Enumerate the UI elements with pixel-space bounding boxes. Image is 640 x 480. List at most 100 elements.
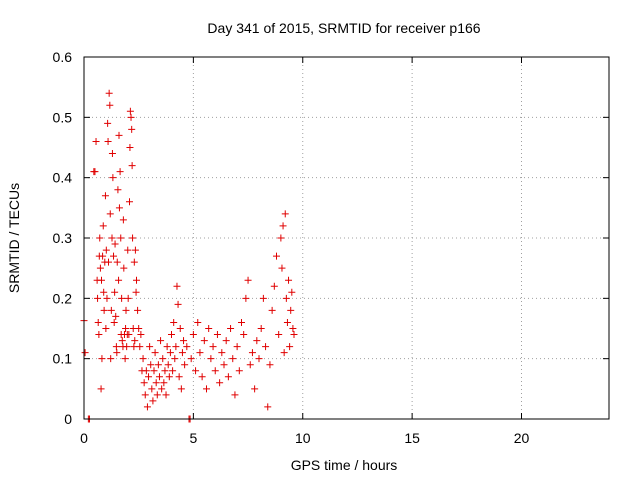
data-point xyxy=(150,367,158,375)
data-point xyxy=(104,137,112,145)
data-point xyxy=(111,288,119,296)
data-point xyxy=(122,306,130,314)
data-point xyxy=(264,403,272,411)
data-point xyxy=(203,385,210,393)
data-point xyxy=(96,234,104,242)
data-point xyxy=(155,373,163,381)
data-point xyxy=(164,361,172,369)
data-point xyxy=(244,276,252,284)
data-point xyxy=(157,337,165,345)
data-point xyxy=(108,150,116,158)
data-point xyxy=(268,306,276,314)
data-point xyxy=(133,276,140,284)
data-point xyxy=(248,349,256,357)
data-point xyxy=(173,282,181,290)
data-point xyxy=(140,379,148,387)
data-point xyxy=(165,373,173,381)
data-point xyxy=(281,210,289,218)
data-point xyxy=(162,391,170,399)
data-point xyxy=(149,397,157,405)
data-point xyxy=(169,367,177,375)
data-point xyxy=(251,385,259,393)
data-point xyxy=(211,367,219,375)
data-point xyxy=(118,337,126,345)
data-point xyxy=(289,325,297,332)
data-point xyxy=(205,325,213,332)
data-point xyxy=(175,373,183,381)
data-point xyxy=(285,276,293,284)
chart-title: Day 341 of 2015, SRMTID for receiver p16… xyxy=(207,20,480,36)
x-tick-label: 0 xyxy=(80,430,88,446)
data-point xyxy=(105,258,112,266)
data-point xyxy=(273,252,280,260)
data-point xyxy=(131,337,139,345)
data-point xyxy=(113,258,121,266)
data-point xyxy=(110,252,118,260)
data-point xyxy=(100,306,108,314)
data-point xyxy=(163,343,171,351)
y-axis-label: SRMTID / TECUs xyxy=(6,183,22,293)
data-point xyxy=(287,306,295,314)
data-point xyxy=(275,331,283,339)
data-point xyxy=(143,403,151,411)
data-point xyxy=(117,234,125,242)
data-point xyxy=(128,162,136,170)
data-point xyxy=(111,240,119,248)
data-point xyxy=(112,312,120,320)
data-point xyxy=(130,258,138,266)
data-point xyxy=(240,331,248,339)
data-point xyxy=(151,349,159,357)
data-point xyxy=(192,367,200,375)
data-point xyxy=(115,204,123,212)
data-point xyxy=(118,294,126,302)
data-point xyxy=(105,89,113,97)
data-point xyxy=(115,276,123,284)
data-point xyxy=(97,385,105,393)
plot-frame xyxy=(83,56,610,420)
data-point xyxy=(172,343,180,351)
data-point xyxy=(288,288,296,296)
data-point xyxy=(277,234,285,242)
data-point xyxy=(134,306,142,314)
data-point xyxy=(126,107,134,115)
data-point xyxy=(107,355,115,363)
data-point xyxy=(100,288,108,296)
data-point xyxy=(113,349,121,357)
data-point xyxy=(103,294,111,302)
data-point xyxy=(255,355,263,363)
data-point xyxy=(266,361,274,369)
data-point xyxy=(246,361,254,369)
data-point xyxy=(286,343,294,351)
data-point xyxy=(168,331,175,339)
data-point xyxy=(129,234,137,242)
x-tick-label: 20 xyxy=(514,430,530,446)
data-point xyxy=(259,294,267,302)
data-point xyxy=(152,379,160,387)
data-point xyxy=(283,318,291,326)
data-point xyxy=(170,318,178,326)
data-point xyxy=(209,343,217,351)
data-point xyxy=(218,349,226,357)
data-point xyxy=(102,246,110,254)
x-tick-label: 15 xyxy=(404,430,420,446)
data-point xyxy=(94,318,102,326)
data-point xyxy=(253,337,261,345)
data-point xyxy=(194,318,202,326)
data-point xyxy=(112,343,120,351)
data-point xyxy=(116,168,124,176)
data-point xyxy=(135,325,143,332)
data-point xyxy=(115,131,123,139)
data-point xyxy=(92,137,100,145)
y-tick-label: 0.4 xyxy=(53,170,73,186)
data-point xyxy=(159,355,167,363)
data-point xyxy=(98,276,105,284)
data-point xyxy=(233,343,241,351)
data-point xyxy=(160,379,168,387)
data-point xyxy=(200,337,208,345)
y-tick-label: 0.1 xyxy=(53,351,73,367)
data-point xyxy=(146,343,154,351)
data-point xyxy=(161,367,169,375)
data-point xyxy=(189,331,197,339)
data-point xyxy=(213,331,221,339)
